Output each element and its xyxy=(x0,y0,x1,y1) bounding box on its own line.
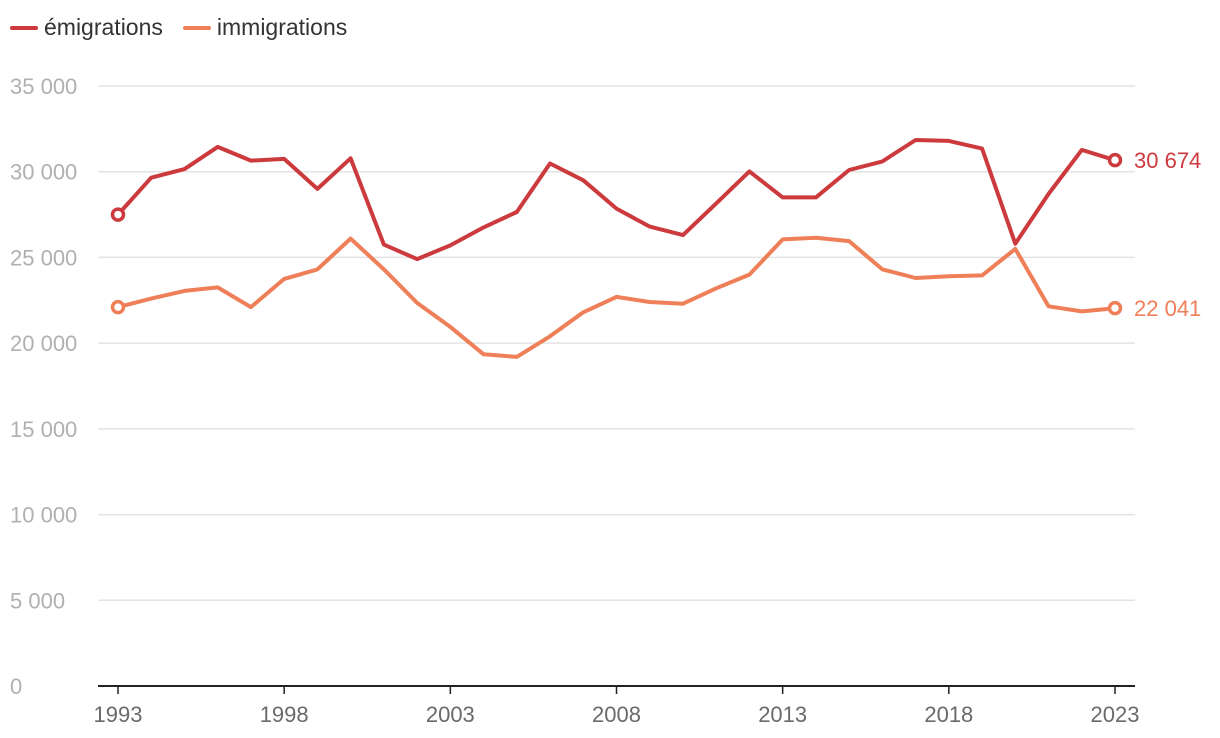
y-tick-label: 10 000 xyxy=(10,503,77,528)
x-tick-label: 2018 xyxy=(924,702,973,727)
series-line-emigrations[interactable] xyxy=(116,138,1117,262)
legend-swatch-immigrations xyxy=(182,25,211,30)
y-tick-label: 0 xyxy=(10,674,22,699)
series-end-label: 22 041 xyxy=(1134,296,1201,321)
legend-label-immigrations: immigrations xyxy=(216,14,348,40)
legend: émigrations immigrations xyxy=(10,14,347,41)
series-start-marker[interactable] xyxy=(110,207,126,222)
series-end-marker[interactable] xyxy=(1107,152,1123,168)
x-tick-label: 2003 xyxy=(426,702,475,727)
x-axis-ticks: 1993 1998 2003 2008 2013 2018 2023 xyxy=(94,686,1140,727)
series-end-label: 30 674 xyxy=(1134,148,1201,173)
x-tick-label: 1993 xyxy=(94,702,143,727)
y-axis-ticks: 0 5 000 10 000 15 000 20 000 25 000 30 000 35 0… xyxy=(10,74,77,699)
series-lines xyxy=(116,138,1117,359)
x-tick-label: 2023 xyxy=(1091,702,1140,727)
legend-swatch-emigrations xyxy=(10,25,38,30)
legend-item-emigrations[interactable]: émigrations xyxy=(10,14,163,41)
y-tick-label: 5 000 xyxy=(10,588,65,613)
grid-lines xyxy=(98,85,1135,687)
series-start-marker[interactable] xyxy=(110,299,126,315)
y-tick-label: 15 000 xyxy=(10,417,77,442)
series-line-immigrations[interactable] xyxy=(116,235,1117,359)
y-tick-label: 25 000 xyxy=(10,245,77,270)
y-tick-label: 35 000 xyxy=(10,74,77,99)
series-end-marker[interactable] xyxy=(1107,300,1123,316)
series-markers: 30 674 22 041 xyxy=(110,148,1201,321)
x-tick-label: 2013 xyxy=(758,702,807,727)
legend-item-immigrations[interactable]: immigrations xyxy=(182,14,348,41)
x-tick-label: 2008 xyxy=(592,702,641,727)
y-tick-label: 20 000 xyxy=(10,331,77,356)
x-tick-label: 1998 xyxy=(260,702,309,727)
y-tick-label: 30 000 xyxy=(10,160,77,185)
legend-label-emigrations: émigrations xyxy=(44,14,163,40)
